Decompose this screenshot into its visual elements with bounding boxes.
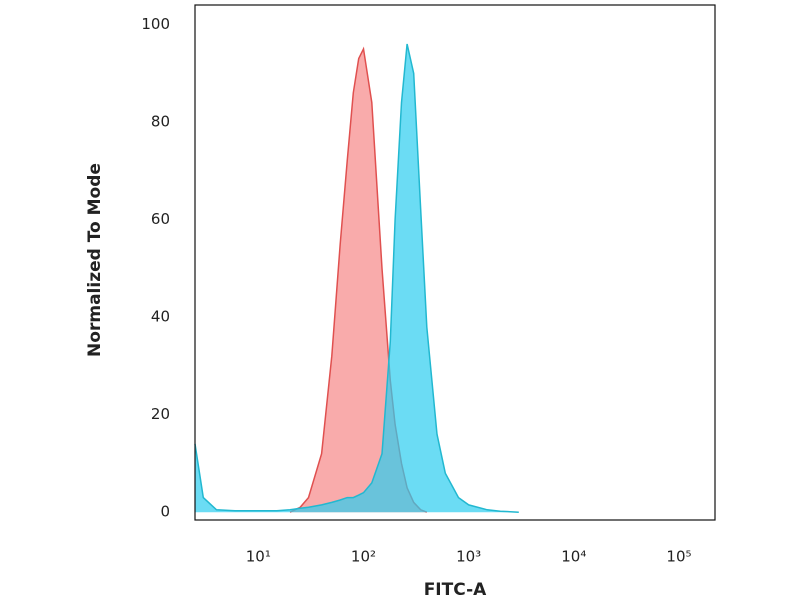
plot-frame: [194, 4, 716, 521]
x-tick-label: 10⁵: [666, 548, 691, 566]
x-tick-label: 10²: [351, 548, 376, 566]
y-tick-label: 60: [151, 210, 170, 228]
area-fill: [290, 48, 427, 513]
x-tick-label: 10³: [456, 548, 481, 566]
x-tick-label: 10¹: [246, 548, 271, 566]
x-axis-label: FITC-A: [424, 580, 487, 600]
y-tick-label: 0: [160, 503, 170, 521]
y-tick-label: 40: [151, 308, 170, 326]
y-tick-label: 80: [151, 113, 170, 131]
x-tick-label: 10⁴: [561, 548, 586, 566]
series-line: [194, 43, 519, 513]
y-axis-label: Normalized To Mode: [85, 163, 105, 357]
y-tick-label: 20: [151, 405, 170, 423]
y-tick-label: 100: [141, 15, 170, 33]
